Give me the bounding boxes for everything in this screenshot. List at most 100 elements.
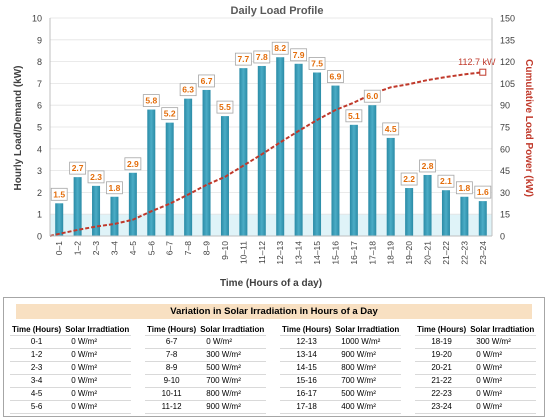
time-cell: 22-23 bbox=[415, 387, 469, 401]
data-label-group: 8.2 bbox=[271, 41, 289, 55]
time-cell: 17-18 bbox=[280, 400, 334, 414]
table-row: 10-11 800 W/m² bbox=[145, 387, 267, 401]
load-bar bbox=[441, 190, 450, 236]
data-label: 5.2 bbox=[164, 109, 176, 119]
table-row: 19-20 0 W/m² bbox=[415, 348, 537, 362]
data-label: 7.8 bbox=[256, 52, 268, 62]
time-cell: 1-2 bbox=[10, 348, 64, 362]
x-tick-label: 0–1 bbox=[54, 241, 64, 255]
table-row: 15-16 700 W/m² bbox=[280, 374, 402, 388]
time-cell: 7-8 bbox=[145, 348, 199, 362]
table-row: 16-17 500 W/m² bbox=[280, 387, 402, 401]
x-tick-label: 16–17 bbox=[349, 241, 359, 265]
y-tick-label: 6 bbox=[37, 101, 42, 111]
data-label: 2.1 bbox=[440, 176, 452, 186]
cumulative-load-line bbox=[49, 71, 483, 237]
y2-tick-label: 45 bbox=[500, 166, 510, 176]
table-row: 17-18 400 W/m² bbox=[280, 400, 402, 414]
irradiation-cell: 0 W/m² bbox=[198, 335, 267, 349]
data-label-box bbox=[382, 122, 400, 136]
x-tick-label: 20–21 bbox=[423, 241, 433, 265]
time-cell: 3-4 bbox=[10, 374, 64, 388]
irradiation-cell: 0 W/m² bbox=[468, 387, 537, 401]
irradiation-cell: 700 W/m² bbox=[333, 374, 402, 388]
irradiation-cell: 0 W/m² bbox=[63, 348, 132, 362]
y-tick-label: 4 bbox=[37, 144, 42, 154]
data-label: 6.3 bbox=[182, 85, 194, 95]
time-cell: 2-3 bbox=[10, 361, 64, 375]
time-cell: 16-17 bbox=[280, 387, 334, 401]
y-tick-label: 10 bbox=[32, 14, 42, 24]
irradiation-table-title: Variation in Solar Irradiation in Hours … bbox=[16, 304, 532, 319]
irradiation-cell: 900 W/m² bbox=[333, 348, 402, 362]
irradiation-cell: 0 W/m² bbox=[468, 361, 537, 375]
table-row: 18-19 300 W/m² bbox=[415, 335, 537, 349]
table-row: 0-1 0 W/m² bbox=[10, 335, 132, 349]
load-bar bbox=[184, 98, 193, 236]
data-label-box bbox=[253, 50, 271, 64]
time-cell: 0-1 bbox=[10, 335, 64, 349]
table-row: 2-3 0 W/m² bbox=[10, 361, 132, 375]
table-row: 1-2 0 W/m² bbox=[10, 348, 132, 362]
table-row: 12-13 1000 W/m² bbox=[280, 335, 402, 349]
load-profile-chart: Daily Load Profile 112.7 kW 1.5 2.7 2.3 1.8… bbox=[13, 5, 534, 289]
data-label-box bbox=[87, 170, 105, 184]
irradiation-cell: 800 W/m² bbox=[333, 361, 402, 375]
irradiation-cell: 500 W/m² bbox=[333, 387, 402, 401]
time-cell: 4-5 bbox=[10, 387, 64, 401]
irradiation-cell: 1000 W/m² bbox=[333, 335, 402, 349]
load-bar bbox=[239, 68, 248, 236]
data-label-box bbox=[290, 48, 308, 62]
data-label-box bbox=[198, 74, 215, 88]
y2-tick-label: 120 bbox=[500, 57, 515, 67]
time-cell: 23-24 bbox=[415, 400, 469, 414]
table-row: 3-4 0 W/m² bbox=[10, 374, 132, 388]
time-cell: 8-9 bbox=[145, 361, 199, 375]
y-tick-label: 5 bbox=[37, 123, 42, 133]
data-label-group: 2.3 bbox=[87, 170, 105, 184]
y2-tick-label: 15 bbox=[500, 210, 510, 220]
data-label: 1.6 bbox=[477, 187, 489, 197]
header-irradiation: Solar Irradtiation bbox=[63, 324, 132, 336]
x-tick-label: 21–22 bbox=[441, 241, 451, 265]
data-label-group: 1.8 bbox=[106, 181, 123, 195]
data-label-group: 2.7 bbox=[69, 161, 87, 175]
low-load-band bbox=[50, 214, 492, 236]
load-bar bbox=[110, 196, 119, 236]
data-label-group: 1.5 bbox=[50, 187, 68, 201]
table-row: 13-14 900 W/m² bbox=[280, 348, 402, 362]
data-label: 4.5 bbox=[385, 124, 397, 134]
header-time: Time (Hours) bbox=[145, 324, 199, 336]
x-tick-label: 14–15 bbox=[312, 241, 322, 265]
irradiation-table-col-1: Time (Hours) Solar Irradtiation 0-1 0 W/m² 1… bbox=[10, 324, 132, 414]
y2-tick-label: 30 bbox=[500, 188, 510, 198]
data-label-box bbox=[69, 161, 87, 175]
irradiation-cell: 700 W/m² bbox=[198, 374, 267, 388]
time-cell: 21-22 bbox=[415, 374, 469, 388]
data-label-group: 7.9 bbox=[290, 48, 308, 62]
x-tick-label: 15–16 bbox=[330, 241, 340, 265]
data-label-box bbox=[437, 174, 455, 188]
load-bar bbox=[202, 89, 211, 236]
data-label: 8.2 bbox=[274, 43, 286, 53]
time-cell: 11-12 bbox=[145, 400, 199, 414]
load-bar bbox=[165, 122, 174, 236]
time-cell: 10-11 bbox=[145, 387, 199, 401]
table-row: 7-8 300 W/m² bbox=[145, 348, 267, 362]
irradiation-table-col-2: Time (Hours) Solar Irradtiation 6-7 0 W/m² 7… bbox=[145, 324, 267, 414]
y-tick-label: 3 bbox=[37, 166, 42, 176]
data-label-group: 2.8 bbox=[419, 159, 436, 173]
table-row: 21-22 0 W/m² bbox=[415, 374, 537, 388]
load-bar bbox=[92, 185, 101, 236]
data-label: 2.9 bbox=[127, 159, 139, 169]
table-row: 6-7 0 W/m² bbox=[145, 335, 267, 349]
data-label: 5.5 bbox=[219, 102, 231, 112]
x-tick-label: 22–23 bbox=[459, 241, 469, 265]
data-label-box bbox=[179, 83, 197, 97]
data-label-group: 7.5 bbox=[308, 57, 326, 70]
y2-axis-title: Cumulative Load Power (kW) bbox=[523, 59, 534, 197]
data-label-group: 4.5 bbox=[382, 122, 400, 136]
data-label-group: 5.2 bbox=[161, 107, 179, 121]
x-tick-label: 11–12 bbox=[257, 241, 267, 264]
data-label-box bbox=[419, 159, 436, 173]
